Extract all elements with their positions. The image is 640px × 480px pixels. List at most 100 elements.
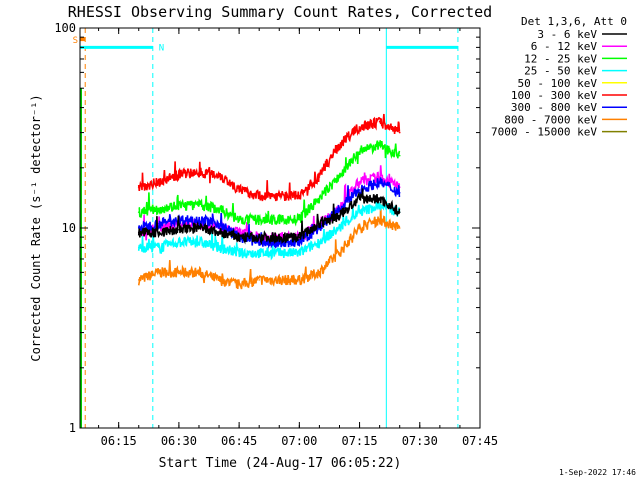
series-point bbox=[258, 252, 260, 254]
series-point bbox=[278, 218, 281, 221]
series-point bbox=[137, 246, 140, 249]
series-point bbox=[137, 227, 140, 229]
series-point bbox=[158, 271, 160, 274]
series-line bbox=[137, 177, 401, 250]
legend-entry-label: 25 - 50 keV bbox=[524, 65, 597, 78]
series-point bbox=[238, 189, 240, 191]
series-point bbox=[198, 171, 200, 174]
series-point bbox=[278, 279, 281, 281]
annotation-segment-label: N bbox=[159, 43, 164, 53]
annotation-marker-label: S bbox=[73, 36, 78, 46]
series-line bbox=[137, 204, 401, 290]
legend-entry-label: 800 - 7000 keV bbox=[504, 113, 597, 126]
legend-entry-label: 3 - 6 keV bbox=[537, 28, 597, 41]
series-point bbox=[358, 197, 361, 200]
series-point bbox=[178, 204, 180, 207]
series-point bbox=[398, 227, 401, 229]
series-point bbox=[358, 181, 361, 183]
series-point bbox=[258, 218, 260, 221]
series-point bbox=[258, 241, 260, 243]
series-point bbox=[218, 279, 220, 281]
series-12-25keV bbox=[137, 140, 401, 227]
series-point bbox=[258, 194, 260, 197]
series-point bbox=[298, 252, 301, 254]
series-point bbox=[158, 246, 160, 249]
annotation-marker bbox=[80, 37, 85, 42]
series-point bbox=[258, 236, 260, 238]
series-point bbox=[158, 181, 160, 183]
series-800-7000keV bbox=[137, 204, 401, 290]
series-point bbox=[137, 231, 140, 234]
series-point bbox=[318, 222, 321, 225]
series-point bbox=[318, 176, 321, 178]
legend-entry-label: 50 - 100 keV bbox=[518, 77, 598, 90]
x-tick-label: 06:45 bbox=[221, 434, 257, 448]
series-point bbox=[398, 191, 401, 194]
series-point bbox=[338, 215, 341, 217]
series-point bbox=[338, 144, 341, 146]
legend-entry-label: 12 - 25 keV bbox=[524, 52, 597, 65]
series-point bbox=[278, 236, 281, 238]
series-line bbox=[137, 188, 401, 246]
legend-title: Det 1,3,6, Att 0 bbox=[521, 15, 627, 28]
x-tick-label: 07:00 bbox=[281, 434, 317, 448]
series-point bbox=[278, 194, 281, 197]
series-point bbox=[238, 218, 240, 221]
x-tick-label: 07:30 bbox=[402, 434, 438, 448]
series-point bbox=[178, 271, 180, 274]
series-100-300keV bbox=[137, 113, 401, 202]
legend-entry-label: 300 - 800 keV bbox=[511, 101, 597, 114]
series-point bbox=[158, 231, 160, 234]
legend-entry-label: 6 - 12 keV bbox=[531, 40, 598, 53]
series-point bbox=[218, 207, 220, 210]
series-point bbox=[137, 279, 140, 281]
series-point bbox=[298, 194, 301, 197]
series-point bbox=[358, 227, 361, 229]
series-point bbox=[338, 176, 341, 178]
series-point bbox=[358, 211, 361, 213]
series-point bbox=[318, 197, 321, 200]
series-line bbox=[138, 140, 401, 227]
series-point bbox=[378, 204, 381, 207]
series-point bbox=[338, 207, 341, 210]
series-point bbox=[358, 126, 361, 128]
series-point bbox=[218, 173, 220, 176]
series-point bbox=[258, 279, 260, 281]
series-point bbox=[298, 279, 301, 281]
series-point bbox=[198, 204, 200, 207]
series-point bbox=[378, 120, 381, 123]
series-point bbox=[378, 181, 381, 183]
chart-title: RHESSI Observing Summary Count Rates, Co… bbox=[68, 3, 492, 21]
series-point bbox=[238, 236, 240, 238]
series-point bbox=[378, 197, 381, 200]
y-axis-label: Corrected Count Rate (s⁻¹ detector⁻¹) bbox=[29, 94, 43, 361]
series-point bbox=[398, 211, 401, 213]
series-point bbox=[238, 283, 240, 286]
series-point bbox=[358, 151, 361, 153]
series-point bbox=[218, 246, 220, 249]
series-point bbox=[158, 207, 160, 210]
y-tick-label: 1 bbox=[69, 421, 76, 435]
series-3-6keV bbox=[137, 188, 401, 246]
legend-entry-label: 100 - 300 keV bbox=[511, 89, 597, 102]
series-point bbox=[198, 227, 200, 229]
series-point bbox=[238, 252, 240, 254]
series-point bbox=[338, 252, 341, 254]
series-point bbox=[198, 218, 200, 221]
series-point bbox=[398, 131, 401, 134]
series-point bbox=[378, 144, 381, 146]
series-point bbox=[298, 241, 301, 243]
legend-entry-label: 7000 - 15000 keV bbox=[491, 126, 597, 139]
series-point bbox=[178, 241, 180, 243]
y-tick-label: 10 bbox=[62, 221, 76, 235]
series-point bbox=[158, 222, 160, 225]
series-point bbox=[278, 252, 281, 254]
series-point bbox=[218, 231, 220, 234]
series-25-50keV bbox=[137, 201, 401, 261]
series-point bbox=[218, 222, 220, 225]
series-point bbox=[137, 211, 140, 213]
series-point bbox=[178, 228, 180, 231]
series-point bbox=[198, 241, 200, 243]
series-point bbox=[398, 154, 401, 157]
